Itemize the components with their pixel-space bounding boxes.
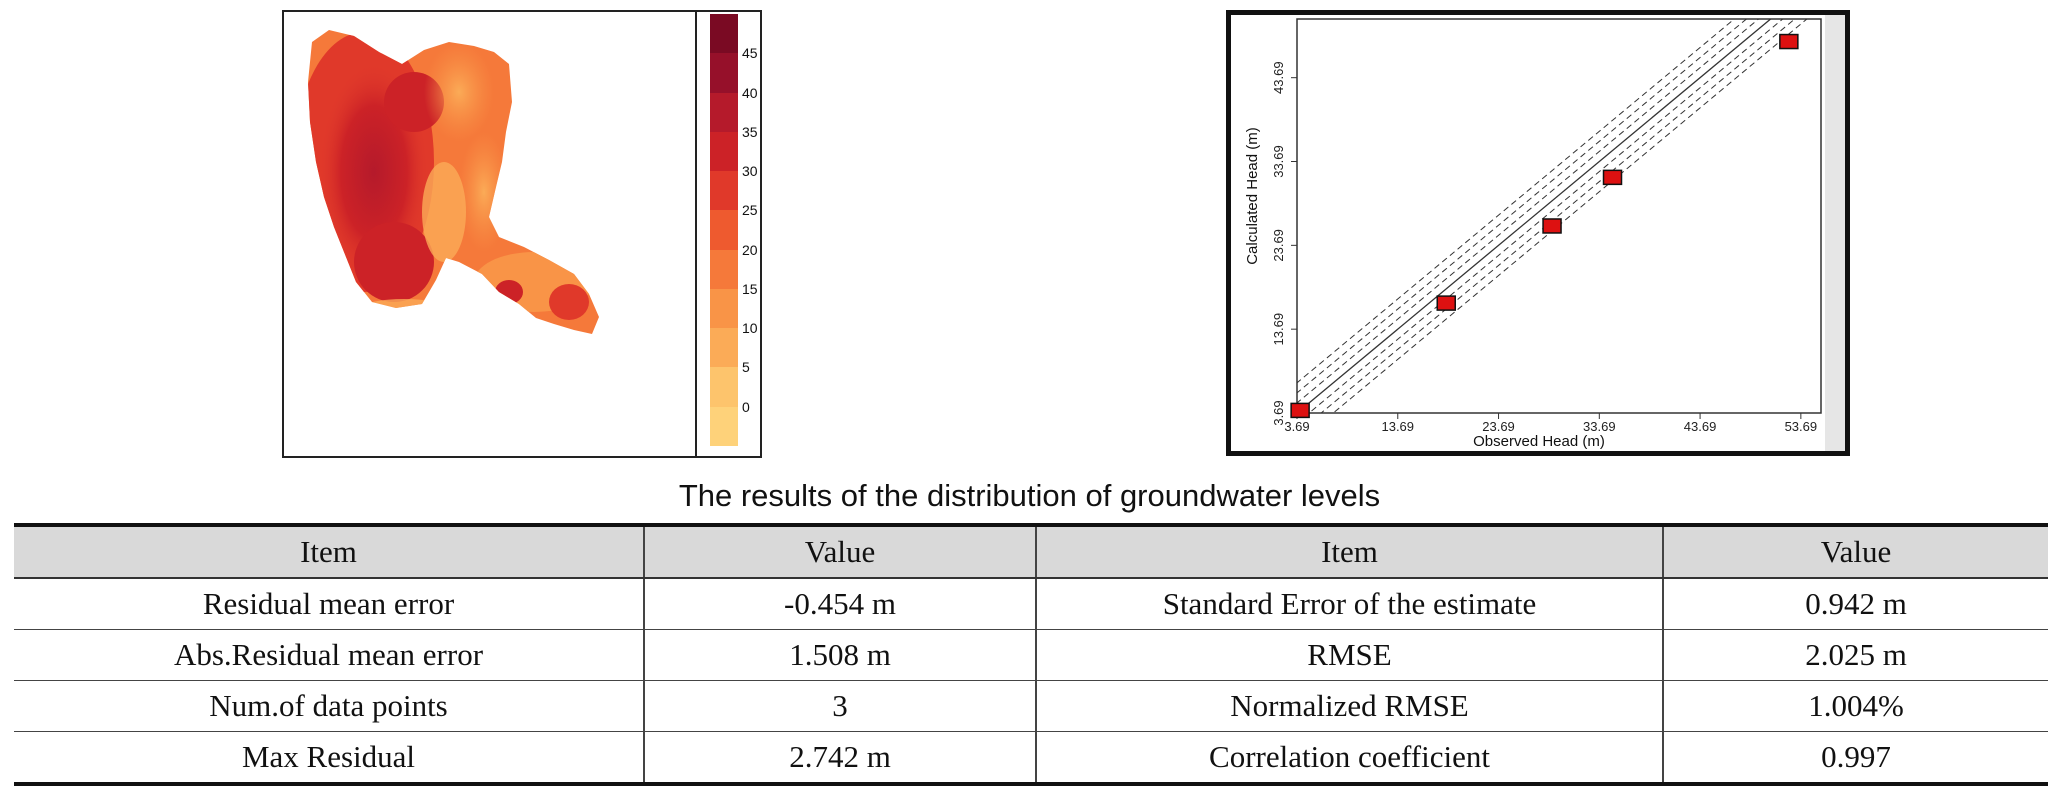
x-tick-label: 53.69	[1785, 419, 1818, 434]
legend-color-band	[710, 92, 738, 133]
table-cell: 0.942 m	[1662, 578, 2048, 630]
plot-margin-strip	[1825, 15, 1845, 451]
table-cell: Normalized RMSE	[1035, 680, 1663, 732]
header-value-1: Value	[643, 525, 1036, 579]
legend-color-band	[710, 367, 738, 408]
header-value-2: Value	[1662, 525, 2048, 579]
x-axis-label: Observed Head (m)	[1473, 433, 1605, 450]
y-tick-label: 3.69	[1271, 400, 1286, 425]
y-tick-label: 13.69	[1271, 313, 1286, 346]
legend-tick-label: 0	[742, 398, 750, 415]
table-row: Abs.Residual mean error 1.508 m RMSE 2.0…	[14, 629, 2048, 681]
scatter-plot: 3.69 13.69 23.69 33.69 43.69 53.69 3.69 13.69 23…	[1244, 15, 1845, 451]
legend-tick-label: 40	[742, 84, 758, 101]
figure-caption: The results of the distribution of groun…	[678, 478, 1381, 513]
x-tick-label: 23.69	[1482, 419, 1515, 434]
table-cell: Max Residual	[14, 731, 644, 785]
table-cell: RMSE	[1035, 629, 1663, 681]
legend-color-band	[710, 288, 738, 329]
table-cell: Residual mean error	[14, 578, 644, 630]
legend-color-band	[710, 171, 738, 211]
confidence-interval-line	[1297, 19, 1748, 394]
y-tick-label: 33.69	[1271, 145, 1286, 178]
calibration-scatter-chart: 3.69 13.69 23.69 33.69 43.69 53.69 3.69 13.69 23…	[1226, 10, 1850, 456]
y-axis-label: Calculated Head (m)	[1244, 127, 1261, 265]
legend-tick-label: 45	[742, 45, 758, 62]
x-tick-label: 33.69	[1583, 419, 1616, 434]
table-cell: 1.004%	[1662, 680, 2048, 732]
header-item-2: Item	[1035, 525, 1663, 579]
table-cell: 2.025 m	[1662, 629, 2048, 681]
x-tick-label: 43.69	[1684, 419, 1717, 434]
table-cell: 0.997	[1662, 731, 2048, 785]
table-cell: 3	[643, 680, 1036, 732]
table-row: Num.of data points 3 Normalized RMSE 1.0…	[14, 680, 2048, 732]
table-cell: 1.508 m	[643, 629, 1036, 681]
plot-frame	[1296, 18, 1822, 414]
confidence-interval-line	[1320, 19, 1796, 413]
legend-tick-label: 20	[742, 241, 758, 258]
legend-tick-label: 15	[742, 280, 758, 297]
legend-tick-label: 25	[742, 202, 758, 219]
legend-color-band	[710, 406, 738, 447]
legend-color-band	[710, 328, 738, 368]
legend-color-band	[710, 53, 738, 94]
confidence-interval-line	[1297, 19, 1760, 404]
one-to-one-line	[1297, 19, 1772, 413]
legend-tick-label: 5	[742, 359, 750, 376]
x-tick-label: 3.69	[1284, 419, 1309, 434]
table-cell: Num.of data points	[14, 680, 644, 732]
table-cell: -0.454 m	[643, 578, 1036, 630]
x-tick-label: 13.69	[1381, 419, 1414, 434]
legend-color-band	[710, 131, 738, 172]
confidence-interval-line	[1308, 19, 1784, 413]
statistics-table: Item Value Item Value Residual mean erro…	[14, 523, 2048, 786]
confidence-interval-line	[1297, 19, 1736, 384]
map-color-legend	[710, 14, 738, 447]
data-point	[1542, 218, 1562, 234]
table-cell: Abs.Residual mean error	[14, 629, 644, 681]
legend-tick-label: 35	[742, 123, 758, 140]
table-cell: Correlation coefficient	[1035, 731, 1663, 785]
y-tick-label: 23.69	[1271, 229, 1286, 262]
legend-color-band	[710, 14, 738, 54]
data-point	[1602, 169, 1623, 186]
table-row: Residual mean error -0.454 m Standard Er…	[14, 578, 2048, 630]
table-row: Max Residual 2.742 m Correlation coeffic…	[14, 731, 2048, 785]
table-cell: 2.742 m	[643, 731, 1036, 785]
legend-tick-label: 30	[742, 163, 758, 180]
data-point	[1779, 33, 1799, 50]
map-legend-divider	[695, 12, 697, 456]
table-cell: Standard Error of the estimate	[1035, 578, 1663, 630]
header-item-1: Item	[14, 525, 644, 579]
legend-color-band	[710, 210, 738, 251]
legend-tick-label: 10	[742, 320, 758, 337]
legend-color-band	[710, 249, 738, 290]
groundwater-contour-map: 45 40 35 30 25 20 15 10 5 0	[282, 10, 762, 458]
y-tick-label: 43.69	[1271, 61, 1286, 94]
contour-map-graphic	[308, 30, 599, 334]
data-point	[1436, 295, 1456, 311]
table-header-row: Item Value Item Value	[14, 525, 2048, 579]
data-point	[1290, 402, 1310, 419]
